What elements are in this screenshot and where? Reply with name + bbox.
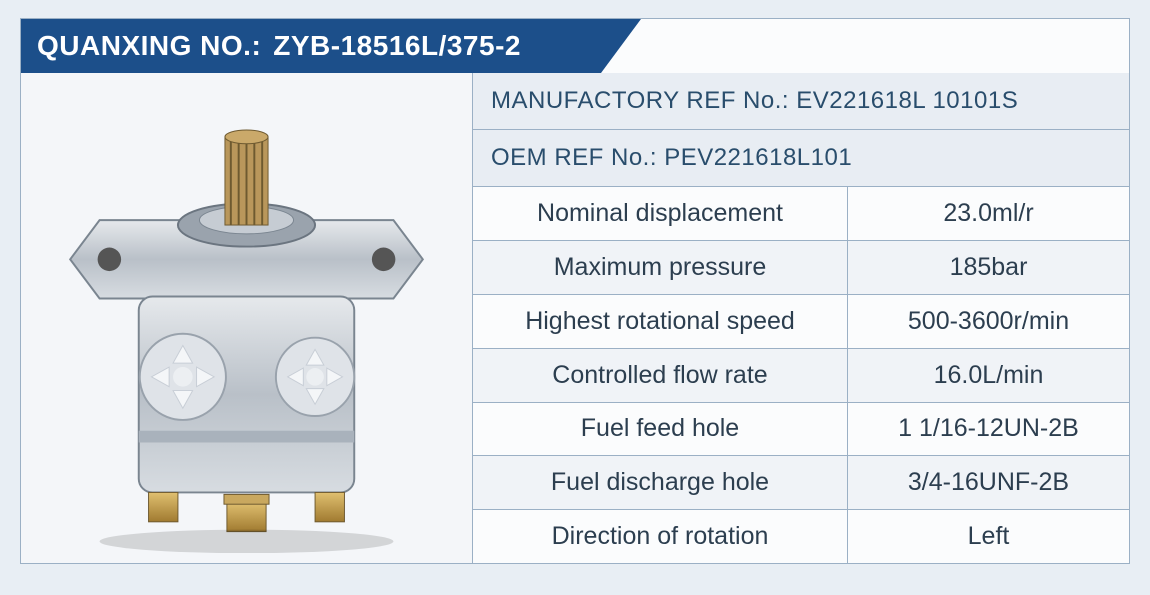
spec-value: 3/4-16UNF-2B	[848, 456, 1129, 509]
spec-value: 16.0L/min	[848, 349, 1129, 402]
table-row: Highest rotational speed 500-3600r/min	[473, 295, 1129, 349]
card-body: MANUFACTORY REF No.: EV221618L 10101S OE…	[21, 73, 1129, 563]
manufactory-ref: MANUFACTORY REF No.: EV221618L 10101S	[473, 73, 1129, 130]
spec-value: 185bar	[848, 241, 1129, 294]
spec-value: Left	[848, 510, 1129, 563]
header-title: QUANXING NO.: ZYB-18516L/375-2	[21, 19, 641, 73]
spec-label: Fuel discharge hole	[473, 456, 848, 509]
pump-illustration	[31, 83, 462, 553]
spec-label: Direction of rotation	[473, 510, 848, 563]
spec-label: Fuel feed hole	[473, 403, 848, 456]
table-row: Fuel feed hole 1 1/16-12UN-2B	[473, 403, 1129, 457]
table-row: Direction of rotation Left	[473, 510, 1129, 563]
spec-label: Highest rotational speed	[473, 295, 848, 348]
spec-table: MANUFACTORY REF No.: EV221618L 10101S OE…	[473, 73, 1129, 563]
oem-ref: OEM REF No.: PEV221618L101	[473, 130, 1129, 187]
header-label: QUANXING NO.:	[37, 30, 261, 62]
header-bar: QUANXING NO.: ZYB-18516L/375-2	[21, 19, 1129, 73]
spec-label: Nominal displacement	[473, 187, 848, 240]
spec-value: 500-3600r/min	[848, 295, 1129, 348]
table-row: Fuel discharge hole 3/4-16UNF-2B	[473, 456, 1129, 510]
table-row: Maximum pressure 185bar	[473, 241, 1129, 295]
table-row: Nominal displacement 23.0ml/r	[473, 187, 1129, 241]
spec-value: 1 1/16-12UN-2B	[848, 403, 1129, 456]
spec-label: Controlled flow rate	[473, 349, 848, 402]
product-image-box	[21, 73, 473, 563]
header-value: ZYB-18516L/375-2	[273, 30, 521, 62]
table-row: Controlled flow rate 16.0L/min	[473, 349, 1129, 403]
spec-card: QUANXING NO.: ZYB-18516L/375-2	[20, 18, 1130, 564]
spec-label: Maximum pressure	[473, 241, 848, 294]
spec-value: 23.0ml/r	[848, 187, 1129, 240]
